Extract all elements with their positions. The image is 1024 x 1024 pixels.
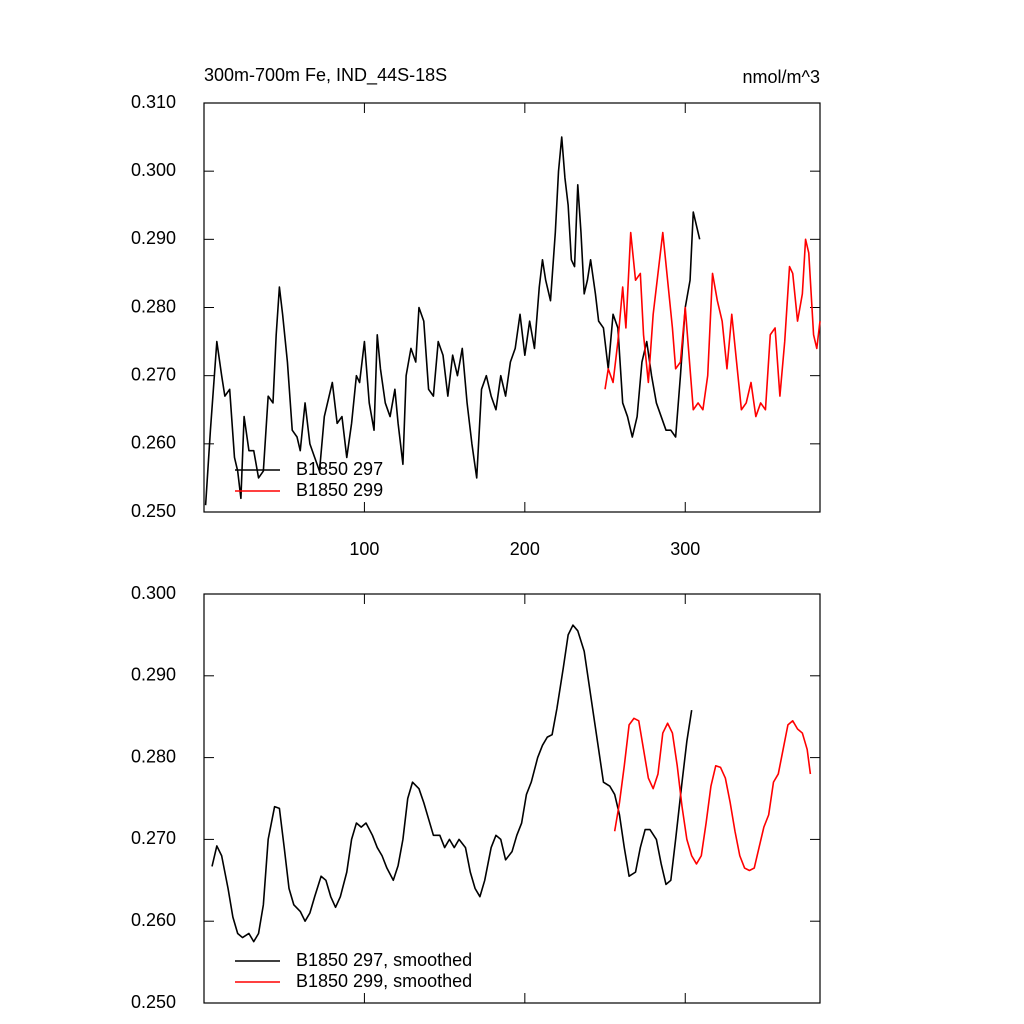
- x-tick-label: 200: [510, 539, 540, 559]
- y-tick-label: 0.270: [131, 828, 176, 848]
- y-tick-label: 0.290: [131, 228, 176, 248]
- series-line: [204, 136, 701, 506]
- y-tick-label: 0.250: [131, 992, 176, 1012]
- series-line: [211, 624, 693, 943]
- chart-title: 300m-700m Fe, IND_44S-18S: [204, 65, 447, 86]
- y-tick-label: 0.270: [131, 364, 176, 384]
- y-tick-label: 0.250: [131, 501, 176, 521]
- series-line: [604, 231, 821, 418]
- units-label: nmol/m^3: [743, 67, 820, 87]
- y-tick-label: 0.280: [131, 296, 176, 316]
- legend-label: B1850 297, smoothed: [296, 950, 472, 970]
- x-tick-label: 100: [349, 539, 379, 559]
- y-tick-label: 0.310: [131, 92, 176, 112]
- y-tick-label: 0.290: [131, 665, 176, 685]
- y-tick-label: 0.300: [131, 583, 176, 603]
- plot-frame: [203, 593, 821, 1004]
- legend-label: B1850 299, smoothed: [296, 971, 472, 991]
- plot-frame: [203, 102, 821, 513]
- y-tick-label: 0.300: [131, 160, 176, 180]
- legend-label: B1850 299: [296, 480, 383, 500]
- legend-label: B1850 297: [296, 459, 383, 479]
- y-tick-label: 0.260: [131, 910, 176, 930]
- series-line: [613, 717, 812, 872]
- y-tick-label: 0.280: [131, 746, 176, 766]
- x-tick-label: 300: [670, 539, 700, 559]
- y-tick-label: 0.260: [131, 433, 176, 453]
